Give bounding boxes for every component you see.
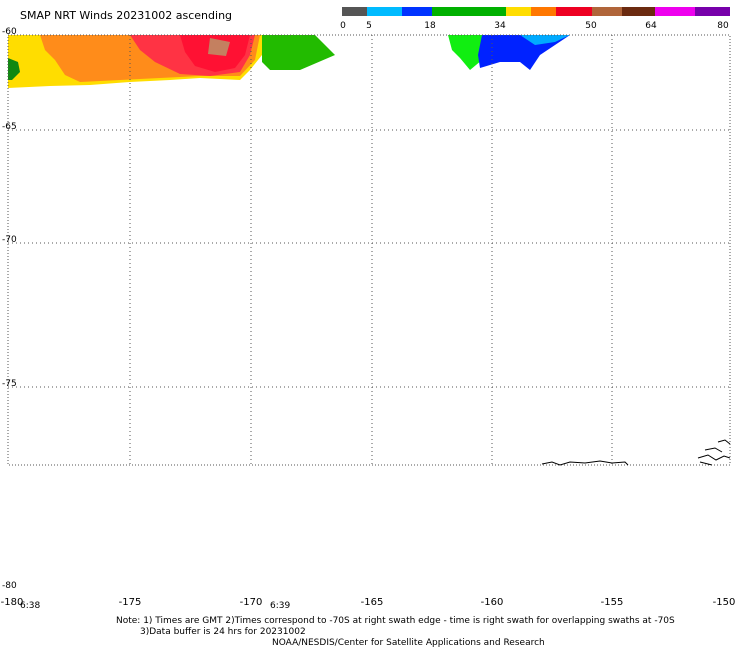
- longitude-label: -180: [0, 597, 24, 608]
- swath-time: 6:38: [20, 601, 41, 611]
- map-title: SMAP NRT Winds 20231002 ascending: [20, 9, 233, 22]
- colorbar-segment: [622, 7, 655, 16]
- longitude-label: -160: [480, 597, 504, 608]
- colorbar-tick-label: 5: [366, 21, 372, 31]
- colorbar-segment: [531, 7, 556, 16]
- latitude-label: -60: [2, 27, 17, 37]
- latitude-label: -70: [2, 235, 17, 245]
- colorbar-segment: [556, 7, 592, 16]
- colorbar-tick-label: 34: [494, 21, 506, 31]
- colorbar-tick-label: 50: [585, 21, 597, 31]
- map-grid: [7, 34, 731, 466]
- colorbar-segment: [367, 7, 402, 16]
- colorbar-segment: [342, 7, 367, 16]
- wind-swath-left: [8, 35, 335, 88]
- colorbar-segment: [695, 7, 730, 16]
- colorbar-tick-label: 0: [340, 21, 346, 31]
- colorbar-tick-label: 64: [645, 21, 657, 31]
- longitude-label: -150: [712, 597, 736, 608]
- colorbar: [342, 7, 730, 16]
- longitude-label: -165: [360, 597, 384, 608]
- longitude-label: -170: [239, 597, 263, 608]
- coastline: [541, 439, 731, 466]
- swath-time: 6:39: [270, 601, 291, 611]
- latitude-label: -80: [2, 581, 17, 591]
- longitude-label: -155: [600, 597, 624, 608]
- colorbar-segment: [655, 7, 695, 16]
- note-line: Note: 1) Times are GMT 2)Times correspon…: [116, 616, 675, 626]
- colorbar-segment: [402, 7, 432, 16]
- note-line: 3)Data buffer is 24 hrs for 20231002: [140, 627, 306, 637]
- colorbar-tick-label: 80: [717, 21, 729, 31]
- wind-swath-right: [448, 35, 570, 70]
- latitude-label: -65: [2, 122, 17, 132]
- latitude-label: -75: [2, 379, 17, 389]
- colorbar-tick-label: 18: [424, 21, 436, 31]
- colorbar-segment: [506, 7, 531, 16]
- colorbar-segment: [592, 7, 622, 16]
- longitude-label: -175: [118, 597, 142, 608]
- colorbar-segment: [432, 7, 506, 16]
- credit-line: NOAA/NESDIS/Center for Satellite Applica…: [272, 638, 545, 648]
